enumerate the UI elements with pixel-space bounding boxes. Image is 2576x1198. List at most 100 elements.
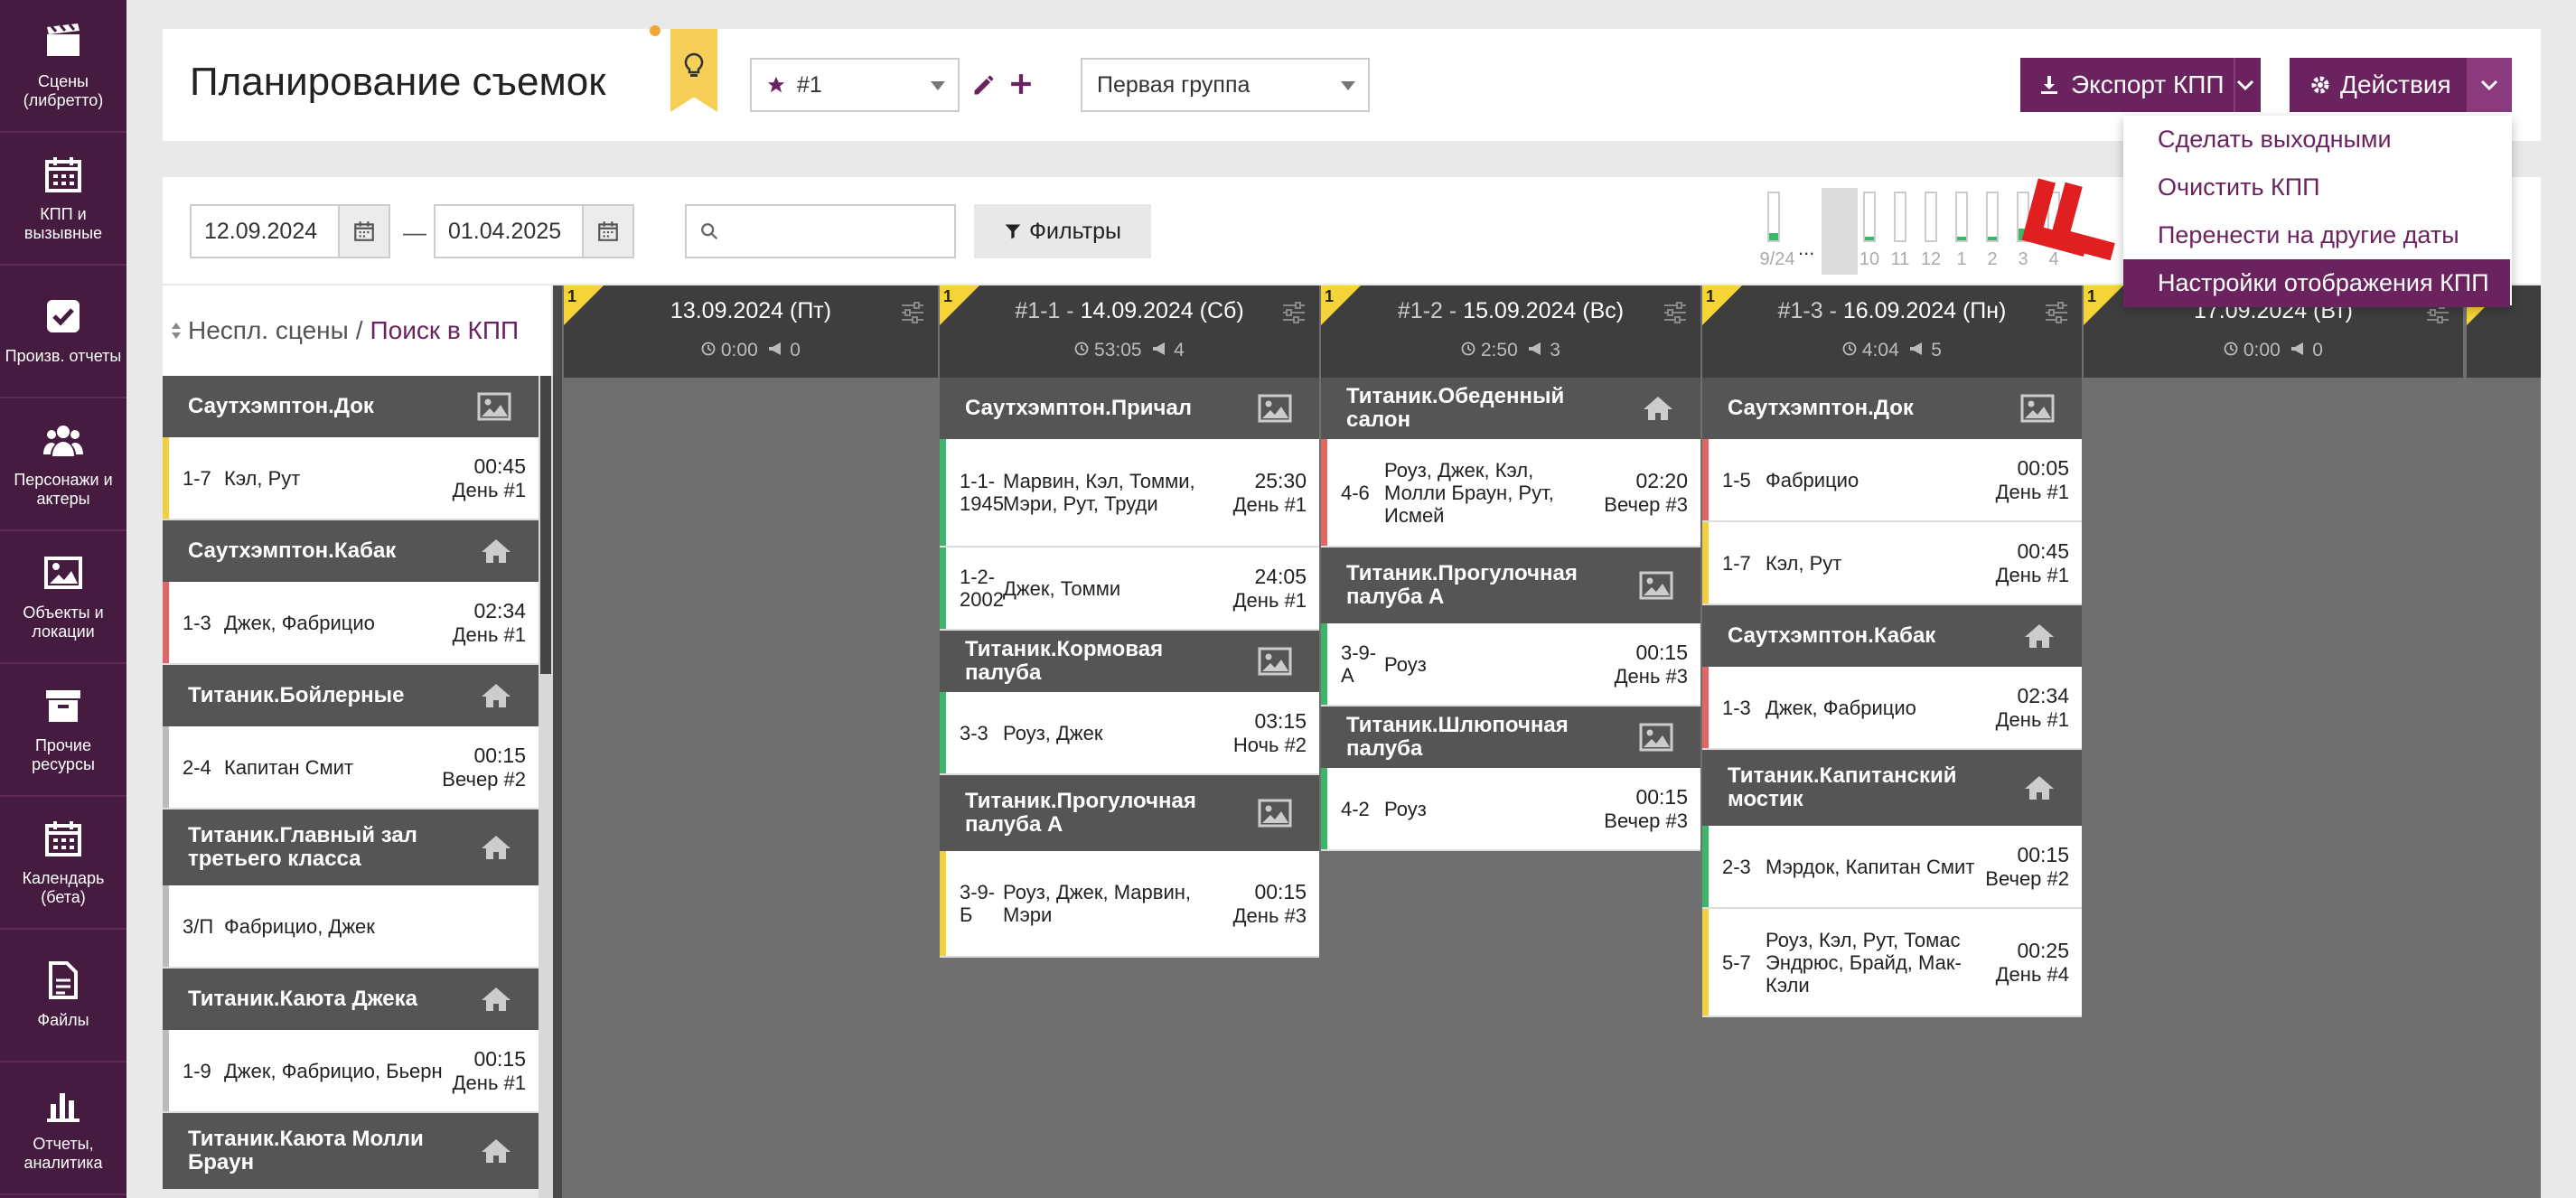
sidebar-item-5[interactable]: Прочие ресурсы: [0, 664, 126, 797]
filters-button[interactable]: Фильтры: [974, 204, 1151, 258]
scene-card[interactable]: 5-7 Роуз, Кэл, Рут, Томас Эндрюс, Брайд, …: [1702, 909, 2082, 1017]
search-kpp-link[interactable]: Поиск в КПП: [370, 316, 520, 344]
export-button[interactable]: Экспорт КПП: [2020, 58, 2261, 112]
home-icon: [2025, 776, 2054, 800]
bar-chart-icon: [47, 1092, 80, 1122]
day-date: 16.09.2024 (Пн): [1842, 298, 2007, 323]
actions-menu-item[interactable]: Очистить КПП: [2158, 173, 2320, 201]
calendar-icon[interactable]: [582, 206, 632, 257]
day-prefix: #1-3 -: [1777, 298, 1843, 323]
sidebar-item-0[interactable]: Сцены (либретто): [0, 0, 126, 133]
location-header[interactable]: Титаник.Капитанский мостик: [1702, 750, 2082, 826]
arrow-pointer-icon: [2021, 178, 2115, 261]
location-header[interactable]: Саутхэмптон.Док: [1702, 378, 2082, 439]
sidebar-item-3[interactable]: Персонажи и актеры: [0, 398, 126, 531]
lightbulb-bookmark[interactable]: [670, 29, 717, 112]
location-header[interactable]: Титаник.Обеденный салон: [1321, 378, 1700, 439]
sidebar-item-4[interactable]: Объекты и локации: [0, 531, 126, 664]
location-header[interactable]: Титаник.Каюта Молли Браун: [163, 1113, 539, 1189]
scene-card[interactable]: 1-5 Фабрицио 00:05 День #1: [1702, 439, 2082, 522]
scene-card[interactable]: 1-9 Джек, Фабрицио, Бьерн 00:15 День #1: [163, 1030, 539, 1113]
scene-card[interactable]: 3/П Фабрицио, Джек: [163, 885, 539, 969]
day-load-gauge[interactable]: [1767, 192, 1780, 242]
day-load-gauge[interactable]: [1863, 192, 1876, 242]
scene-daytime: День #3: [1614, 664, 1688, 688]
header-separator: /: [355, 316, 363, 344]
location-header[interactable]: Титаник.Главный зал третьего класса: [163, 810, 539, 885]
sidebar-item-6[interactable]: Календарь (бета): [0, 797, 126, 930]
location-header[interactable]: Саутхэмптон.Причал: [940, 378, 1319, 439]
scene-duration: 00:15: [473, 743, 526, 767]
sort-icon[interactable]: [170, 321, 183, 341]
actions-menu-item[interactable]: Сделать выходными: [2158, 126, 2392, 153]
scene-card[interactable]: 1-2-2002 Джек, Томми 24:05 День #1: [940, 548, 1319, 631]
plan-select[interactable]: #1: [750, 58, 960, 112]
scene-card[interactable]: 4-2 Роуз 00:15 Вечер #3: [1321, 768, 1700, 851]
actions-menu-item[interactable]: Перенести на другие даты: [2158, 221, 2459, 248]
sidebar-item-1[interactable]: КПП и вызывные: [0, 133, 126, 266]
scene-card[interactable]: 1-7 Кэл, Рут 00:45 День #1: [1702, 522, 2082, 605]
location-header[interactable]: Титаник.Прогулочная палуба А: [1321, 548, 1700, 623]
day-load-gauge[interactable]: [1955, 192, 1968, 242]
actions-menu-item[interactable]: Настройки отображения КПП: [2123, 259, 2510, 307]
sliders-icon[interactable]: [1663, 302, 1688, 323]
scene-status-bar: [1321, 439, 1327, 546]
sliders-icon[interactable]: [900, 302, 925, 323]
scene-card[interactable]: 1-3 Джек, Фабрицио 02:34 День #1: [1702, 667, 2082, 750]
scene-card[interactable]: 3-9-Б Роуз, Джек, Марвин, Мэри 00:15 День #…: [940, 851, 1319, 958]
group-select[interactable]: Первая группа: [1081, 58, 1370, 112]
scene-number: 1-7: [183, 466, 211, 490]
scene-timing: 00:45 День #1: [453, 454, 539, 502]
day-load-gauge[interactable]: [1925, 192, 1937, 242]
scene-card[interactable]: 1-3 Джек, Фабрицио 02:34 День #1: [163, 582, 539, 665]
date-to-input[interactable]: 01.04.2025: [434, 204, 634, 258]
day-header[interactable]: 1 #1-3 - 16.09.2024 (Пн) 4:04 5: [1702, 285, 2082, 378]
scrollbar[interactable]: [539, 376, 553, 1198]
location-header[interactable]: Титаник.Прогулочная палуба А: [940, 775, 1319, 851]
scene-characters: Кэл, Рут: [1766, 551, 1842, 575]
sidebar-item-8[interactable]: Отчеты, аналитика: [0, 1062, 126, 1195]
scene-card[interactable]: 3-9-А Роуз 00:15 День #3: [1321, 623, 1700, 707]
scene-number: 3/П: [183, 914, 214, 938]
unscheduled-label[interactable]: Неспл. сцены: [188, 316, 349, 344]
scene-status-bar: [1702, 667, 1709, 748]
actions-dropdown-toggle[interactable]: [2467, 58, 2512, 112]
scene-timing: 00:15 Вечер #2: [1985, 843, 2082, 891]
location-header[interactable]: Титаник.Кормовая палуба: [940, 631, 1319, 692]
scene-duration: 00:15: [2017, 842, 2069, 866]
location-header[interactable]: Саутхэмптон.Кабак: [1702, 605, 2082, 667]
sliders-icon[interactable]: [1281, 302, 1307, 323]
scene-status-bar: [163, 582, 169, 663]
day-load-gauge[interactable]: [1986, 192, 1999, 242]
day-load-gauge[interactable]: [1894, 192, 1906, 242]
calendar-icon[interactable]: [338, 206, 389, 257]
gauge-label: 1: [1956, 249, 1967, 269]
sidebar-item-7[interactable]: Файлы: [0, 930, 126, 1062]
scene-card[interactable]: 1-7 Кэл, Рут 00:45 День #1: [163, 437, 539, 520]
day-header[interactable]: 1 #1-2 - 15.09.2024 (Вс) 2:50 3: [1321, 285, 1700, 378]
location-header[interactable]: Саутхэмптон.Кабак: [163, 520, 539, 582]
scene-card[interactable]: 1-1-1945 Марвин, Кэл, Томми, Мэри, Рут, Т…: [940, 439, 1319, 548]
archive-icon: [46, 689, 80, 722]
plus-icon[interactable]: [1009, 72, 1033, 96]
sliders-icon[interactable]: [2044, 302, 2069, 323]
location-header[interactable]: Титаник.Каюта Джека: [163, 969, 539, 1030]
day-header[interactable]: 1 13.09.2024 (Пт) 0:00 0: [564, 285, 938, 378]
scene-card[interactable]: 2-3 Мэрдок, Капитан Смит 00:15 Вечер #2: [1702, 826, 2082, 909]
day-header[interactable]: 1 #1-1 - 14.09.2024 (Сб) 53:05 4: [940, 285, 1319, 378]
location-header[interactable]: Титаник.Шлюпочная палуба: [1321, 707, 1700, 768]
scrollbar-thumb[interactable]: [540, 376, 551, 674]
pencil-icon[interactable]: [971, 72, 997, 98]
date-from-input[interactable]: 12.09.2024: [190, 204, 390, 258]
scene-card[interactable]: 2-4 Капитан Смит 00:15 Вечер #2: [163, 726, 539, 810]
location-name: Титаник.Обеденный салон: [1346, 384, 1565, 432]
sidebar-item-2[interactable]: Произв. отчеты: [0, 266, 126, 398]
scene-number: 2-3: [1722, 855, 1751, 878]
day-badge: [564, 285, 604, 325]
scene-card[interactable]: 3-3 Роуз, Джек 03:15 Ночь #2: [940, 692, 1319, 775]
location-header[interactable]: Титаник.Бойлерные: [163, 665, 539, 726]
location-header[interactable]: Саутхэмптон.Док: [163, 376, 539, 437]
actions-button[interactable]: Действия: [2290, 58, 2512, 112]
scene-card[interactable]: 4-6 Роуз, Джек, Кэл, Молли Браун, Рут, Ис…: [1321, 439, 1700, 548]
search-input[interactable]: [685, 204, 956, 258]
